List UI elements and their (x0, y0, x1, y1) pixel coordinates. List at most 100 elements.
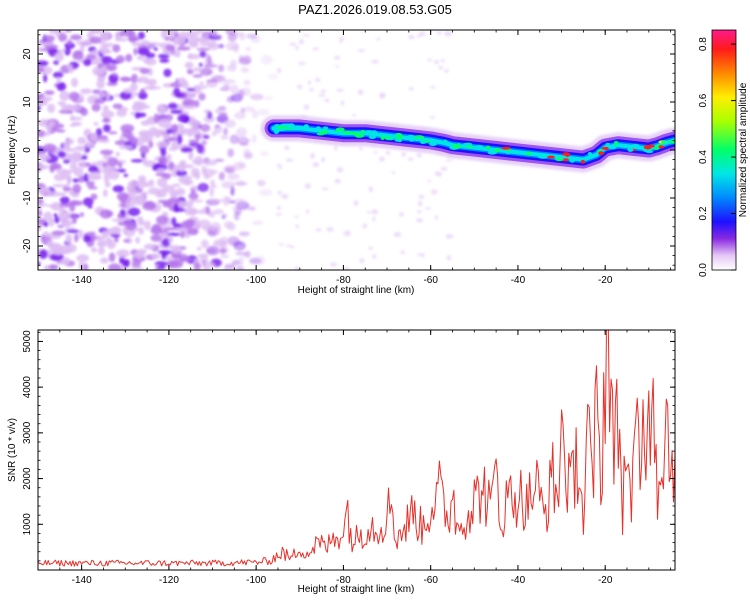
spectrogram-noise-cell (351, 114, 357, 117)
spectrogram-noise-cell (157, 118, 172, 128)
spectrogram-noise-cell (188, 192, 199, 200)
snr-x-tick-label: -100 (246, 575, 266, 586)
spectrogram-noise-cell (115, 32, 121, 41)
spectrogram-noise-cell (66, 229, 80, 234)
spectrogram-noise-cell (49, 30, 58, 35)
spectrogram-noise-cell (268, 73, 279, 80)
spectrogram-noise-cell (368, 246, 374, 250)
spectrogram-noise-cell (239, 32, 246, 41)
spectrogram-noise-cell (160, 30, 168, 39)
spectrogram-noise-cell (61, 257, 71, 266)
spectrogram-noise-cell (153, 113, 160, 124)
spectrogram-noise-cell (171, 217, 177, 226)
spectrogram-noise-cell (99, 257, 109, 264)
spectrogram-y-tick-label: 10 (22, 96, 33, 108)
spectrogram-noise-cell (438, 65, 444, 70)
spectrogram-noise-cell (169, 259, 184, 269)
spectrogram-noise-cell (242, 106, 255, 113)
spectrogram-noise-cell (72, 183, 82, 194)
spectrogram-noise-cell (174, 32, 179, 38)
spectrogram-noise-cell (235, 127, 247, 138)
spectrogram-noise-cell (72, 121, 82, 127)
spectrogram-noise-cell (90, 30, 103, 35)
spectrogram-noise-cell (38, 105, 41, 111)
spectrogram-noise-cell (60, 214, 69, 224)
spectrogram-noise-cell (150, 253, 161, 260)
spectrogram-noise-cell (47, 204, 58, 208)
spectrogram-noise-cell (201, 261, 215, 268)
spectrogram-noise-cell (66, 110, 74, 114)
spectrogram-noise-cell (155, 172, 167, 177)
spectrogram-noise-cell (230, 84, 239, 94)
signal-hotspot (627, 147, 634, 152)
spectrogram-noise-cell (59, 196, 70, 205)
spectrogram-noise-cell (44, 264, 49, 270)
spectrogram-noise-cell (281, 193, 289, 200)
spectrogram-noise-cell (446, 255, 452, 261)
signal-hotspot (420, 140, 427, 144)
spectrogram-noise-cell (243, 79, 251, 86)
spectrogram-noise-cell (277, 190, 282, 195)
signal-hotspot (316, 132, 325, 136)
spectrogram-noise-cell (175, 169, 188, 177)
spectrogram-noise-cell (188, 150, 194, 160)
spectrogram-noise-cell (98, 91, 106, 98)
colorbar-tick-label: 0.8 (698, 37, 709, 51)
spectrogram-noise-cell (100, 110, 115, 119)
spectrogram-noise-cell (234, 44, 239, 54)
spectrogram-noise-cell (39, 96, 53, 102)
spectrogram-noise-cell (46, 124, 52, 133)
spectrogram-noise-cell (64, 42, 76, 49)
spectrogram-noise-cell (123, 239, 130, 243)
spectrogram-noise-cell (56, 77, 61, 84)
spectrogram-noise-cell (190, 43, 199, 48)
spectrogram-noise-cell (69, 200, 79, 206)
spectrogram-noise-cell (73, 167, 84, 177)
spectrogram-noise-cell (233, 198, 247, 206)
spectrogram-noise-cell (101, 230, 110, 238)
spectrogram-noise-cell (199, 81, 204, 85)
spectrogram-noise-cell (156, 215, 168, 225)
spectrogram-noise-cell (408, 86, 414, 91)
spectrogram-noise-cell (57, 32, 68, 42)
spectrogram-noise-cell (90, 247, 98, 253)
spectrogram-noise-cell (391, 171, 396, 175)
spectrogram-noise-cell (334, 144, 338, 151)
spectrogram-noise-cell (194, 85, 199, 91)
spectrogram-noise-cell (89, 233, 95, 244)
snr-panel: -140 -120 -100 -80 -60 -40 -20 1000 2000 3000 400… (7, 329, 676, 595)
spectrogram-noise-cell (43, 132, 51, 137)
spectrogram-signal-track (260, 115, 675, 173)
spectrogram-noise-cell (247, 206, 256, 211)
spectrogram-noise-cell (163, 68, 172, 78)
spectrogram-noise-cell (358, 146, 364, 151)
signal-hotspot (494, 147, 500, 153)
spectrogram-noise-cell (210, 30, 218, 37)
spectrogram-noise-cell (196, 143, 205, 154)
spectrogram-noise-cell (171, 123, 179, 133)
snr-y-tick-label: 5000 (22, 330, 33, 353)
spectrogram-noise-cell (122, 261, 130, 268)
signal-hotspot (273, 129, 280, 135)
spectrogram-noise-cell (167, 197, 181, 205)
spectrogram-noise-cell (79, 212, 84, 218)
spectrogram-noise-cell (38, 261, 41, 266)
spectrogram-noise-cell (97, 135, 108, 140)
spectrogram-noise-cell (40, 153, 47, 163)
spectrogram-noise-cell (162, 227, 176, 231)
spectrogram-noise-cell (52, 183, 66, 188)
spectrogram-noise-cell (133, 47, 138, 56)
spectrogram-noise-cell (417, 200, 423, 207)
spectrogram-noise-cell (43, 73, 48, 83)
spectrogram-noise-cell (38, 203, 49, 207)
spectrogram-noise-cell (201, 239, 209, 249)
signal-hotspot (321, 130, 328, 133)
spectrogram-noise-cell (86, 231, 96, 236)
spectrogram-noise-cell (144, 243, 156, 250)
spectrogram-noise-cell (173, 203, 180, 213)
spectrogram-noise-cell (112, 103, 123, 109)
spectrogram-noise-cell (238, 231, 250, 237)
spectrogram-noise-cell (148, 140, 154, 149)
spectrogram-noise-cell (87, 205, 93, 209)
spectrogram-noise-cell (188, 139, 200, 144)
